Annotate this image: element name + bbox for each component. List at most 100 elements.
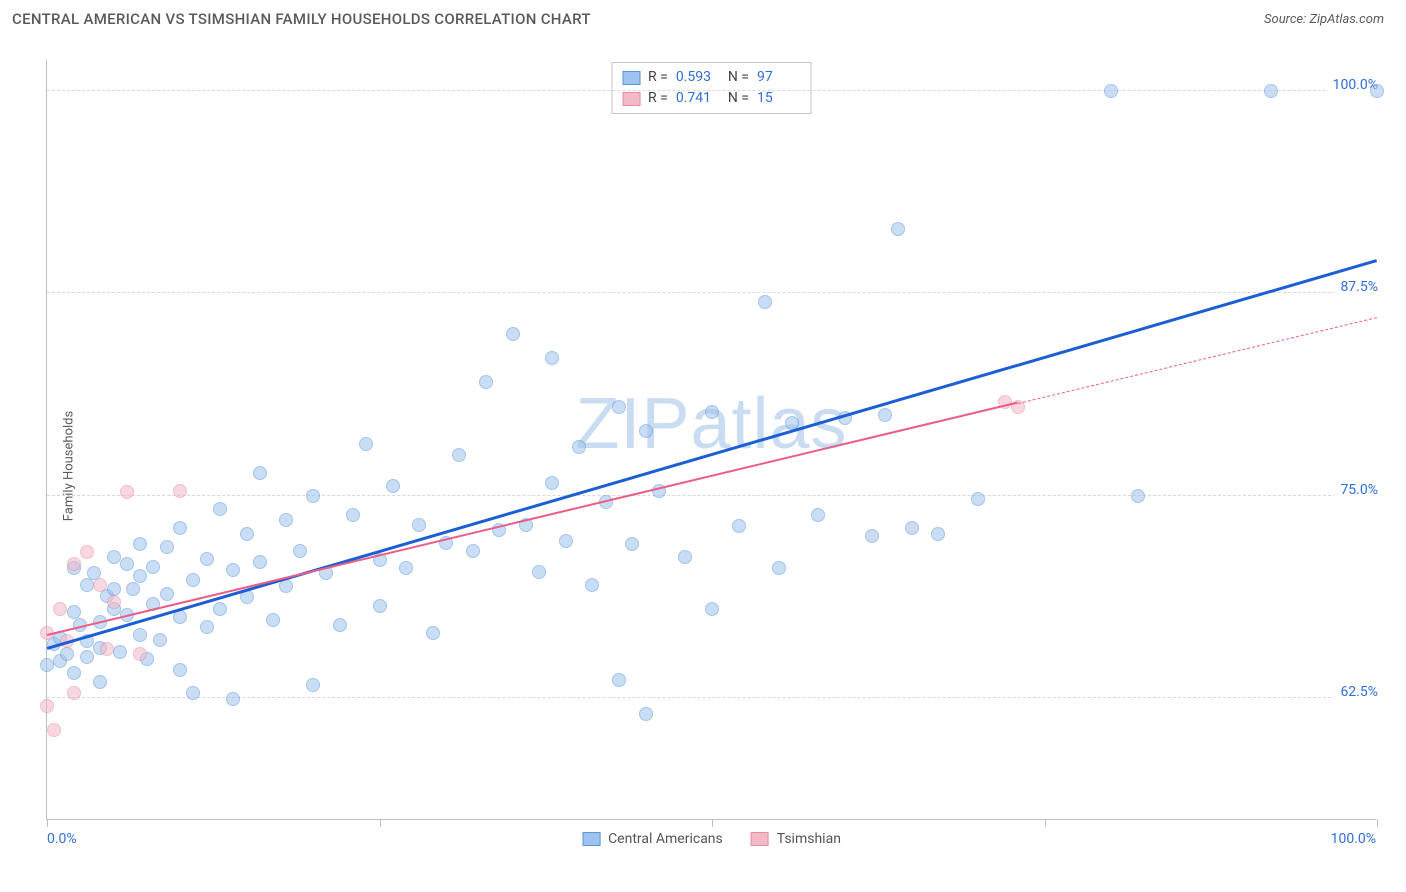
data-point bbox=[612, 673, 626, 687]
data-point bbox=[253, 555, 267, 569]
data-point bbox=[213, 502, 227, 516]
gridline bbox=[47, 495, 1376, 496]
data-point bbox=[639, 424, 653, 438]
data-point bbox=[226, 692, 240, 706]
trend-line bbox=[1018, 317, 1377, 404]
data-point bbox=[173, 663, 187, 677]
data-point bbox=[625, 537, 639, 551]
data-point bbox=[160, 540, 174, 554]
data-point bbox=[1370, 84, 1384, 98]
data-point bbox=[412, 518, 426, 532]
plot-area: ZIPatlas R =0.593N =97R =0.741N =15 Cent… bbox=[46, 60, 1376, 820]
source-attribution: Source: ZipAtlas.com bbox=[1264, 12, 1384, 27]
data-point bbox=[585, 578, 599, 592]
r-label: R = bbox=[648, 67, 668, 88]
data-point bbox=[293, 544, 307, 558]
legend-item: Central Americans bbox=[582, 831, 723, 847]
x-tick bbox=[1377, 819, 1378, 827]
x-tick bbox=[47, 819, 48, 827]
data-point bbox=[772, 561, 786, 575]
data-point bbox=[545, 476, 559, 490]
data-point bbox=[678, 550, 692, 564]
data-point bbox=[333, 618, 347, 632]
chart-title: CENTRAL AMERICAN VS TSIMSHIAN FAMILY HOU… bbox=[12, 10, 591, 28]
source-link[interactable]: ZipAtlas.com bbox=[1309, 12, 1384, 27]
data-point bbox=[113, 645, 127, 659]
data-point bbox=[100, 642, 114, 656]
legend-label: Tsimshian bbox=[777, 831, 841, 847]
data-point bbox=[732, 519, 746, 533]
data-point bbox=[399, 561, 413, 575]
data-point bbox=[279, 579, 293, 593]
stats-legend-box: R =0.593N =97R =0.741N =15 bbox=[611, 62, 812, 114]
legend-label: Central Americans bbox=[608, 831, 723, 847]
legend-swatch bbox=[582, 832, 600, 846]
gridline bbox=[47, 697, 1376, 698]
data-point bbox=[47, 723, 61, 737]
data-point bbox=[40, 699, 54, 713]
data-point bbox=[705, 405, 719, 419]
stats-row: R =0.593N =97 bbox=[622, 67, 801, 88]
data-point bbox=[107, 595, 121, 609]
data-point bbox=[67, 666, 81, 680]
data-point bbox=[359, 437, 373, 451]
data-point bbox=[1131, 489, 1145, 503]
data-point bbox=[612, 400, 626, 414]
data-point bbox=[173, 484, 187, 498]
data-point bbox=[153, 633, 167, 647]
data-point bbox=[107, 582, 121, 596]
data-point bbox=[40, 658, 54, 672]
data-point bbox=[60, 647, 74, 661]
data-point bbox=[67, 557, 81, 571]
data-point bbox=[306, 678, 320, 692]
data-point bbox=[865, 529, 879, 543]
x-tick bbox=[1045, 819, 1046, 827]
data-point bbox=[67, 605, 81, 619]
data-point bbox=[200, 620, 214, 634]
r-value: 0.593 bbox=[676, 67, 720, 88]
data-point bbox=[466, 544, 480, 558]
data-point bbox=[811, 508, 825, 522]
data-point bbox=[266, 613, 280, 627]
data-point bbox=[905, 521, 919, 535]
data-point bbox=[67, 686, 81, 700]
data-point bbox=[639, 707, 653, 721]
data-point bbox=[93, 675, 107, 689]
data-point bbox=[452, 448, 466, 462]
data-point bbox=[758, 295, 772, 309]
data-point bbox=[705, 602, 719, 616]
data-point bbox=[160, 587, 174, 601]
data-point bbox=[126, 582, 140, 596]
x-axis-min-label: 0.0% bbox=[47, 831, 77, 847]
data-point bbox=[173, 521, 187, 535]
y-tick-label: 75.0% bbox=[1334, 482, 1378, 498]
n-value: 97 bbox=[757, 67, 801, 88]
data-point bbox=[213, 602, 227, 616]
data-point bbox=[306, 489, 320, 503]
data-point bbox=[891, 222, 905, 236]
data-point bbox=[80, 650, 94, 664]
data-point bbox=[240, 527, 254, 541]
data-point bbox=[346, 508, 360, 522]
data-point bbox=[426, 626, 440, 640]
x-axis-max-label: 100.0% bbox=[1331, 831, 1376, 847]
data-point bbox=[279, 513, 293, 527]
y-tick-label: 62.5% bbox=[1334, 684, 1378, 700]
gridline bbox=[47, 292, 1376, 293]
legend-item: Tsimshian bbox=[751, 831, 841, 847]
data-point bbox=[186, 573, 200, 587]
data-point bbox=[133, 628, 147, 642]
data-point bbox=[931, 527, 945, 541]
x-tick bbox=[380, 819, 381, 827]
data-point bbox=[186, 686, 200, 700]
data-point bbox=[253, 466, 267, 480]
gridline bbox=[47, 90, 1376, 91]
data-point bbox=[93, 578, 107, 592]
x-tick bbox=[712, 819, 713, 827]
data-point bbox=[572, 440, 586, 454]
data-point bbox=[1104, 84, 1118, 98]
chart-container: Family Households ZIPatlas R =0.593N =97… bbox=[0, 40, 1406, 892]
data-point bbox=[120, 485, 134, 499]
y-tick-label: 87.5% bbox=[1334, 279, 1378, 295]
data-point bbox=[1264, 84, 1278, 98]
